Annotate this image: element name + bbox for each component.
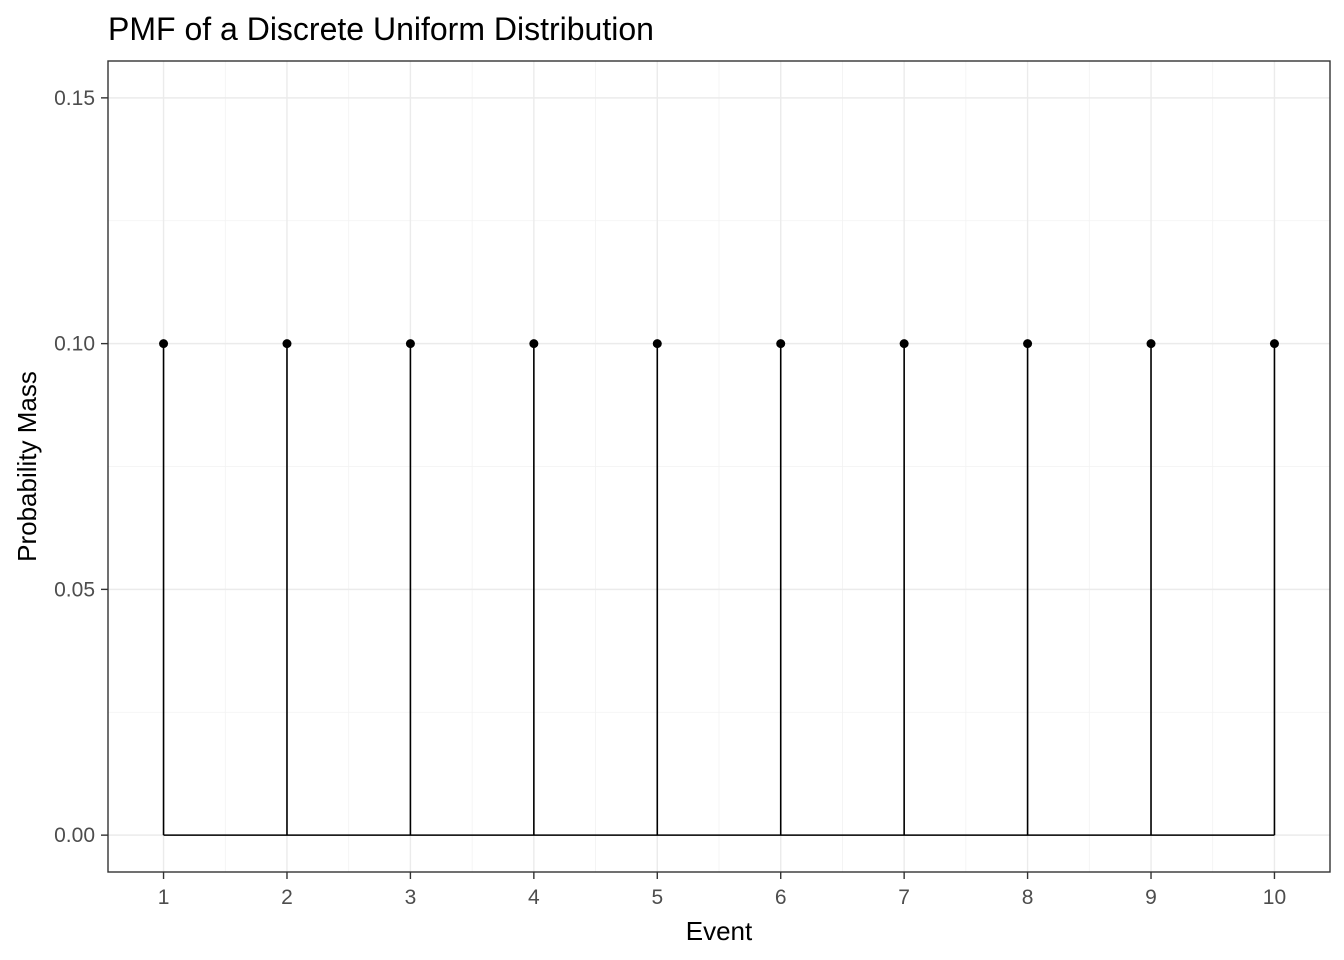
axes: 1 2 3 4 5 6 7 8 9 10 0.00 0.05 0.10 0.15: [54, 87, 1286, 909]
data-point: [899, 339, 909, 349]
data-point: [282, 339, 292, 349]
data-point: [776, 339, 786, 349]
data-point: [1269, 339, 1279, 349]
grid: [108, 61, 1330, 872]
data-point: [1146, 339, 1156, 349]
x-tick-label: 2: [281, 886, 293, 909]
chart-title: PMF of a Discrete Uniform Distribution: [108, 11, 654, 47]
panel-border: [107, 60, 1331, 873]
x-axis-label: Event: [686, 916, 753, 946]
y-tick-label: 0.15: [54, 87, 95, 110]
x-tick-label: 4: [528, 886, 540, 909]
x-tick-label: 6: [775, 886, 787, 909]
x-tick-label: 1: [158, 886, 170, 909]
data-point: [405, 339, 415, 349]
y-tick-label: 0.05: [54, 578, 95, 601]
data-point: [159, 339, 169, 349]
y-tick-label: 0.00: [54, 824, 95, 847]
y-tick-label: 0.10: [54, 333, 95, 356]
x-tick-label: 5: [651, 886, 663, 909]
marks: [159, 339, 1279, 836]
data-point: [1023, 339, 1033, 349]
y-axis-label: Probability Mass: [12, 371, 42, 562]
x-tick-label: 3: [405, 886, 417, 909]
x-tick-label: 7: [898, 886, 910, 909]
x-tick-label: 10: [1263, 886, 1286, 909]
data-point: [529, 339, 539, 349]
x-tick-label: 9: [1145, 886, 1157, 909]
x-tick-label: 8: [1022, 886, 1034, 909]
data-point: [652, 339, 662, 349]
